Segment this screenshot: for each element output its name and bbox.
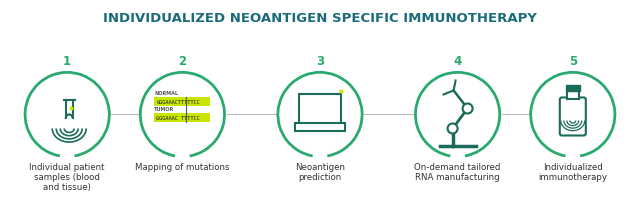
FancyBboxPatch shape bbox=[560, 97, 586, 135]
Text: Neoantigen
prediction: Neoantigen prediction bbox=[295, 163, 345, 182]
Text: GGGAAAC TTTTCC: GGGAAAC TTTTCC bbox=[156, 116, 200, 121]
Text: GGGAAACTTTTTCC: GGGAAACTTTTTCC bbox=[156, 100, 200, 105]
FancyBboxPatch shape bbox=[154, 97, 211, 106]
Text: On-demand tailored
RNA manufacturing: On-demand tailored RNA manufacturing bbox=[415, 163, 500, 182]
Text: Mapping of mutations: Mapping of mutations bbox=[135, 163, 230, 172]
FancyBboxPatch shape bbox=[566, 86, 580, 92]
Text: 3: 3 bbox=[316, 55, 324, 68]
Circle shape bbox=[447, 124, 458, 133]
Text: 4: 4 bbox=[454, 55, 461, 68]
Text: NORMAL: NORMAL bbox=[154, 91, 179, 96]
FancyBboxPatch shape bbox=[567, 92, 579, 100]
Text: 2: 2 bbox=[179, 55, 186, 68]
FancyBboxPatch shape bbox=[295, 124, 345, 132]
FancyBboxPatch shape bbox=[154, 113, 211, 122]
Circle shape bbox=[463, 103, 472, 113]
Text: INDIVIDUALIZED NEOANTIGEN SPECIFIC IMMUNOTHERAPY: INDIVIDUALIZED NEOANTIGEN SPECIFIC IMMUN… bbox=[103, 12, 537, 25]
Text: Individual patient
samples (blood
and tissue): Individual patient samples (blood and ti… bbox=[29, 163, 105, 192]
Text: TUMOR: TUMOR bbox=[154, 107, 175, 112]
Text: 5: 5 bbox=[569, 55, 577, 68]
Text: Individualized
immunotherapy: Individualized immunotherapy bbox=[538, 163, 607, 182]
Text: 1: 1 bbox=[63, 55, 71, 68]
FancyBboxPatch shape bbox=[299, 94, 341, 124]
